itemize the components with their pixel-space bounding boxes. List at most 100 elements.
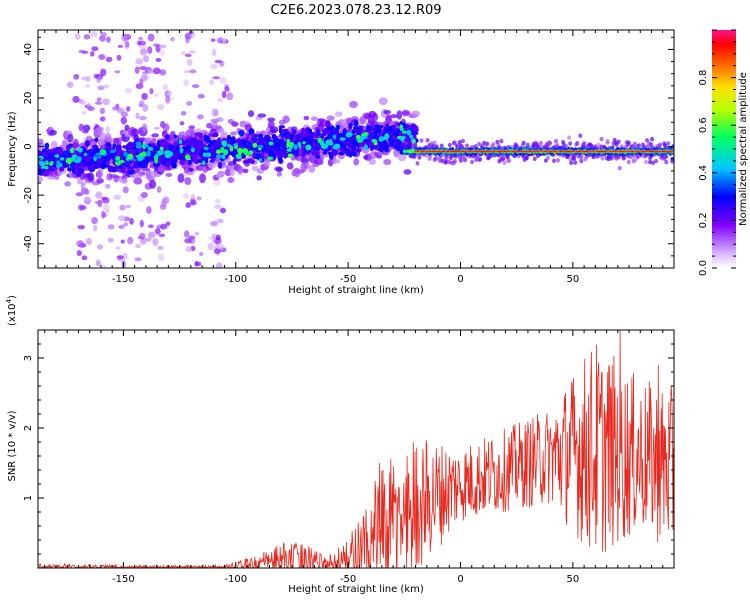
spectrogram-cell bbox=[303, 115, 310, 121]
spectrogram-cell bbox=[194, 158, 199, 165]
spectrogram-cell bbox=[96, 126, 104, 132]
spectrogram-cell bbox=[129, 169, 135, 173]
spectrogram-cell bbox=[189, 137, 195, 143]
spectrogram-cell bbox=[554, 138, 559, 144]
spectrogram-cell bbox=[308, 164, 316, 173]
spectrogram-cell bbox=[160, 223, 168, 230]
spectrogram-cell bbox=[157, 154, 164, 162]
spectrogram-cell bbox=[609, 156, 614, 161]
spectrogram-cell bbox=[85, 84, 91, 88]
spectrogram-cell bbox=[151, 138, 157, 143]
spectrogram-cell bbox=[117, 44, 124, 48]
spectrogram-cell bbox=[303, 161, 310, 170]
spectrogram-cell bbox=[258, 158, 263, 162]
spectrogram-cell bbox=[666, 141, 671, 146]
spectrogram-cell bbox=[42, 170, 50, 177]
spectrogram-cell bbox=[139, 152, 146, 157]
spectrogram-cell bbox=[139, 100, 145, 107]
spectrogram-cell bbox=[396, 110, 403, 120]
spectrogram-cell bbox=[183, 79, 190, 86]
spectrogram-cell bbox=[153, 43, 161, 47]
spectrogram-cell bbox=[183, 69, 190, 74]
spectrogram-cell bbox=[332, 145, 339, 150]
spectrogram-cell bbox=[103, 84, 109, 89]
spectrogram-cell bbox=[135, 243, 141, 249]
spectrogram-cell bbox=[96, 97, 102, 102]
spectrogram-cell bbox=[521, 140, 526, 145]
spectrogram-cell bbox=[575, 141, 580, 146]
spectrogram-cell bbox=[165, 221, 171, 226]
spectrogram-cell bbox=[216, 137, 222, 143]
spectrogram-cell bbox=[256, 175, 262, 181]
spectrogram-cell bbox=[348, 122, 353, 130]
colorbar-label: Normalized spectral amplitude bbox=[738, 72, 749, 226]
spectrogram-cell bbox=[328, 141, 334, 146]
spectrogram-cell bbox=[626, 140, 631, 146]
spectrogram-cell bbox=[139, 219, 144, 228]
spectrogram-cell bbox=[109, 149, 116, 154]
spectrogram-cell bbox=[195, 261, 202, 267]
spectrogram-cell bbox=[409, 134, 414, 139]
spectrogram-cell bbox=[149, 179, 157, 189]
spectrogram-cell bbox=[157, 253, 165, 262]
spectrogram-cell bbox=[120, 223, 125, 230]
spectrogram-cell bbox=[215, 234, 221, 241]
spectrogram-cell bbox=[122, 145, 127, 149]
spectrogram-cell bbox=[75, 192, 84, 197]
spectrogram-cell bbox=[332, 134, 337, 140]
spectrogram-cell bbox=[250, 159, 256, 164]
y-tick-label: 0 bbox=[23, 143, 34, 149]
spectrogram-cell bbox=[81, 76, 89, 81]
spectrogram-cell bbox=[457, 140, 462, 145]
spectrogram-cell bbox=[217, 98, 223, 102]
spectrogram-cell bbox=[432, 140, 437, 145]
spectrogram-cell bbox=[568, 141, 573, 146]
spectrogram-cell bbox=[227, 176, 235, 184]
spectrogram-cell bbox=[366, 126, 373, 132]
spectrogram-cell bbox=[87, 171, 95, 182]
figure-title: C2E6.2023.078.23.12.R09 bbox=[270, 3, 441, 18]
spectrogram-cell bbox=[95, 259, 101, 265]
spectrogram-cell bbox=[226, 134, 232, 141]
spectrogram-cell bbox=[186, 59, 193, 67]
spectrogram-cell bbox=[159, 204, 167, 210]
spectrogram-cell bbox=[141, 92, 148, 100]
spectrogram-cell bbox=[115, 246, 121, 250]
spectrogram-cell bbox=[93, 224, 98, 232]
spectrogram-cell bbox=[371, 113, 379, 122]
spectrogram-cell bbox=[120, 178, 128, 185]
spectrogram-cell bbox=[545, 144, 550, 150]
spectrogram-cell bbox=[378, 136, 385, 142]
spectrogram-cell bbox=[439, 143, 444, 148]
spectrogram-cell bbox=[213, 248, 221, 255]
spectrogram-cell bbox=[221, 90, 227, 99]
spectrogram-cell bbox=[155, 227, 161, 235]
spectrogram-cell bbox=[413, 142, 418, 147]
spectrogram-cell bbox=[578, 133, 583, 138]
spectrogram-cell bbox=[229, 168, 235, 177]
spectrogram-cell bbox=[287, 153, 294, 158]
spectrogram-cell bbox=[138, 115, 147, 121]
spectrogram-cell bbox=[524, 155, 529, 160]
spectrogram-cell bbox=[147, 33, 155, 42]
spectrogram-cell bbox=[181, 51, 186, 56]
spectrogram-cell bbox=[224, 86, 230, 92]
spectrogram-cell bbox=[229, 140, 236, 145]
spectrogram-cell bbox=[507, 158, 512, 163]
spectrogram-cell bbox=[458, 158, 463, 163]
spectrogram-cell bbox=[403, 169, 412, 175]
x-tick-label: -100 bbox=[224, 274, 247, 285]
spectrogram-cell bbox=[115, 156, 121, 161]
spectrogram-cell bbox=[297, 141, 301, 147]
spectrogram-cell bbox=[82, 124, 91, 132]
spectrogram-cell bbox=[147, 46, 153, 54]
spectrogram-cell bbox=[582, 141, 587, 146]
spectrogram-cell bbox=[44, 166, 49, 170]
spectrogram-cell bbox=[65, 158, 72, 164]
spectrogram-cell bbox=[127, 236, 134, 245]
spectrogram-y-axis-label: Frequency (Hz) bbox=[7, 111, 18, 187]
spectrogram-cell bbox=[320, 143, 327, 149]
spectrogram-cell bbox=[147, 231, 156, 239]
spectrogram-cell bbox=[165, 95, 171, 104]
spectrogram-cell bbox=[184, 53, 192, 58]
